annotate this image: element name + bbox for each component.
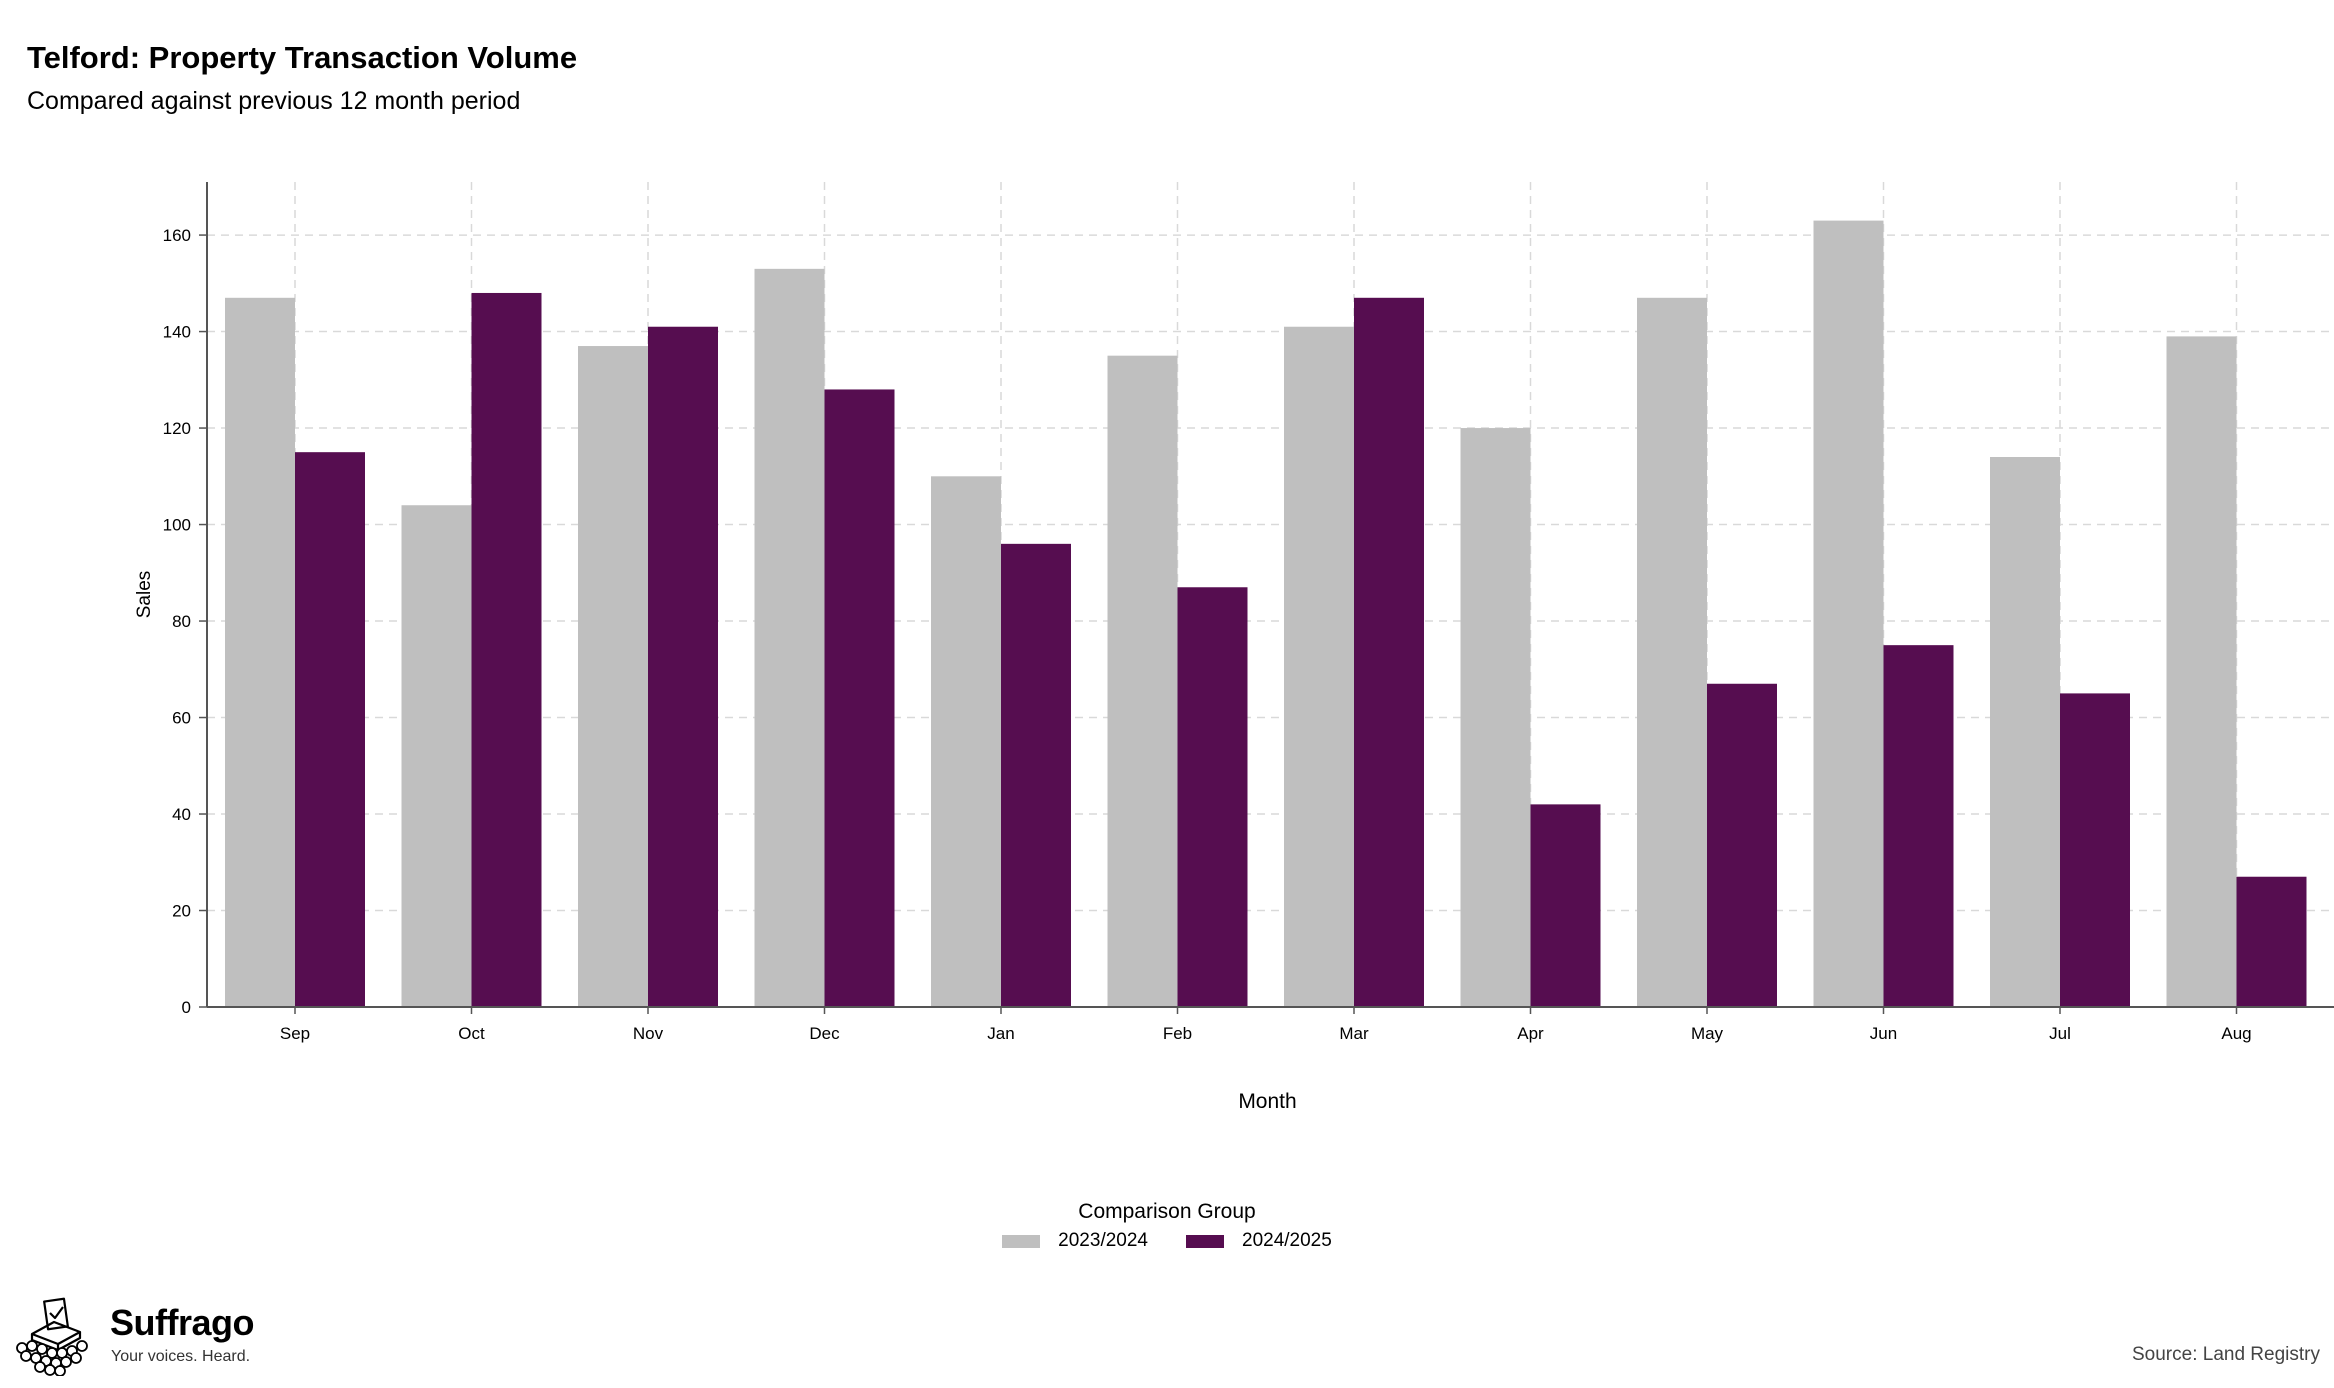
bar-2024-2025-aug — [2236, 876, 2307, 1007]
y-axis-label: Sales — [134, 571, 155, 619]
legend-label: 2024/2025 — [1242, 1230, 1332, 1251]
axes: 0 20 40 60 80 100 120 140 160 Sep Oct Nov Dec Jan Feb M… — [163, 182, 2334, 1043]
x-tick-label: May — [1691, 1024, 1724, 1043]
legend-swatch — [1186, 1234, 1224, 1248]
bar-2023-2024-sep — [225, 297, 295, 1008]
bar-2023-2024-may — [1637, 297, 1707, 1008]
x-tick-label: Jan — [987, 1024, 1014, 1043]
x-tick-label: Feb — [1163, 1024, 1192, 1043]
y-tick-label: 20 — [172, 902, 191, 921]
y-tick-label: 100 — [163, 516, 191, 535]
y-tick-label: 140 — [163, 323, 191, 342]
x-tick-label: Oct — [458, 1024, 485, 1043]
legend-title: Comparison Group — [1078, 1200, 1256, 1223]
bar-2024-2025-jun — [1883, 645, 1954, 1007]
bar-2023-2024-nov — [578, 346, 648, 1007]
bar-2024-2025-jan — [1001, 543, 1071, 1007]
bar-2023-2024-aug — [2166, 336, 2237, 1007]
legend: Comparison Group 2023/2024 2024/2025 — [0, 1200, 2334, 1252]
brand-name: Suffrago — [110, 1302, 255, 1343]
bar-2024-2025-may — [1707, 683, 1777, 1007]
bar-2024-2025-dec — [824, 389, 895, 1007]
y-tick-label: 60 — [172, 709, 191, 728]
x-tick-label: Apr — [1517, 1024, 1544, 1043]
x-tick-label: Dec — [809, 1024, 840, 1043]
legend-label: 2023/2024 — [1058, 1230, 1148, 1251]
x-tick-label: Sep — [280, 1024, 310, 1043]
x-axis-label: Month — [1238, 1090, 1296, 1113]
source-note: Source: Land Registry — [2132, 1344, 2320, 1365]
bar-2024-2025-apr — [1530, 804, 1601, 1007]
bar-2024-2025-jul — [2060, 693, 2130, 1007]
bar-2023-2024-mar — [1284, 326, 1354, 1008]
legend-item-2024-2025: 2024/2025 — [1186, 1230, 1332, 1252]
bar-2024-2025-oct — [471, 292, 542, 1007]
bar-2023-2024-apr — [1460, 428, 1531, 1008]
bar-2023-2024-jul — [1990, 457, 2060, 1007]
bar-2024-2025-mar — [1354, 297, 1424, 1008]
bar-2023-2024-jun — [1813, 220, 1884, 1007]
chart-subtitle: Compared against previous 12 month perio… — [27, 87, 521, 115]
legend-item-2023-2024: 2023/2024 — [1002, 1230, 1148, 1252]
bar-2024-2025-sep — [295, 452, 365, 1008]
legend-items: 2023/2024 2024/2025 — [0, 1230, 2334, 1252]
chart-title: Telford: Property Transaction Volume — [27, 40, 578, 75]
ballot-box-icon — [16, 1297, 88, 1376]
legend-swatch — [1002, 1234, 1041, 1248]
bar-2023-2024-jan — [931, 476, 1001, 1008]
bar-2023-2024-oct — [401, 505, 472, 1007]
bars — [225, 220, 2307, 1008]
brand: Suffrago Your voices. Heard. — [14, 1296, 274, 1376]
x-tick-label: Jun — [1870, 1024, 1897, 1043]
y-tick-label: 40 — [172, 805, 191, 824]
y-tick-label: 0 — [182, 998, 191, 1017]
y-tick-label: 120 — [163, 419, 191, 438]
y-tick-label: 160 — [163, 226, 191, 245]
brand-tagline: Your voices. Heard. — [111, 1348, 251, 1365]
x-tick-label: Aug — [2221, 1024, 2251, 1043]
x-tick-label: Mar — [1339, 1024, 1369, 1043]
y-tick-label: 80 — [172, 612, 191, 631]
x-tick-label: Nov — [633, 1024, 664, 1043]
bar-2024-2025-nov — [648, 326, 718, 1008]
bar-2023-2024-feb — [1107, 355, 1178, 1007]
bar-2023-2024-dec — [754, 268, 825, 1007]
x-tick-label: Jul — [2049, 1024, 2071, 1043]
bar-2024-2025-feb — [1177, 587, 1248, 1007]
